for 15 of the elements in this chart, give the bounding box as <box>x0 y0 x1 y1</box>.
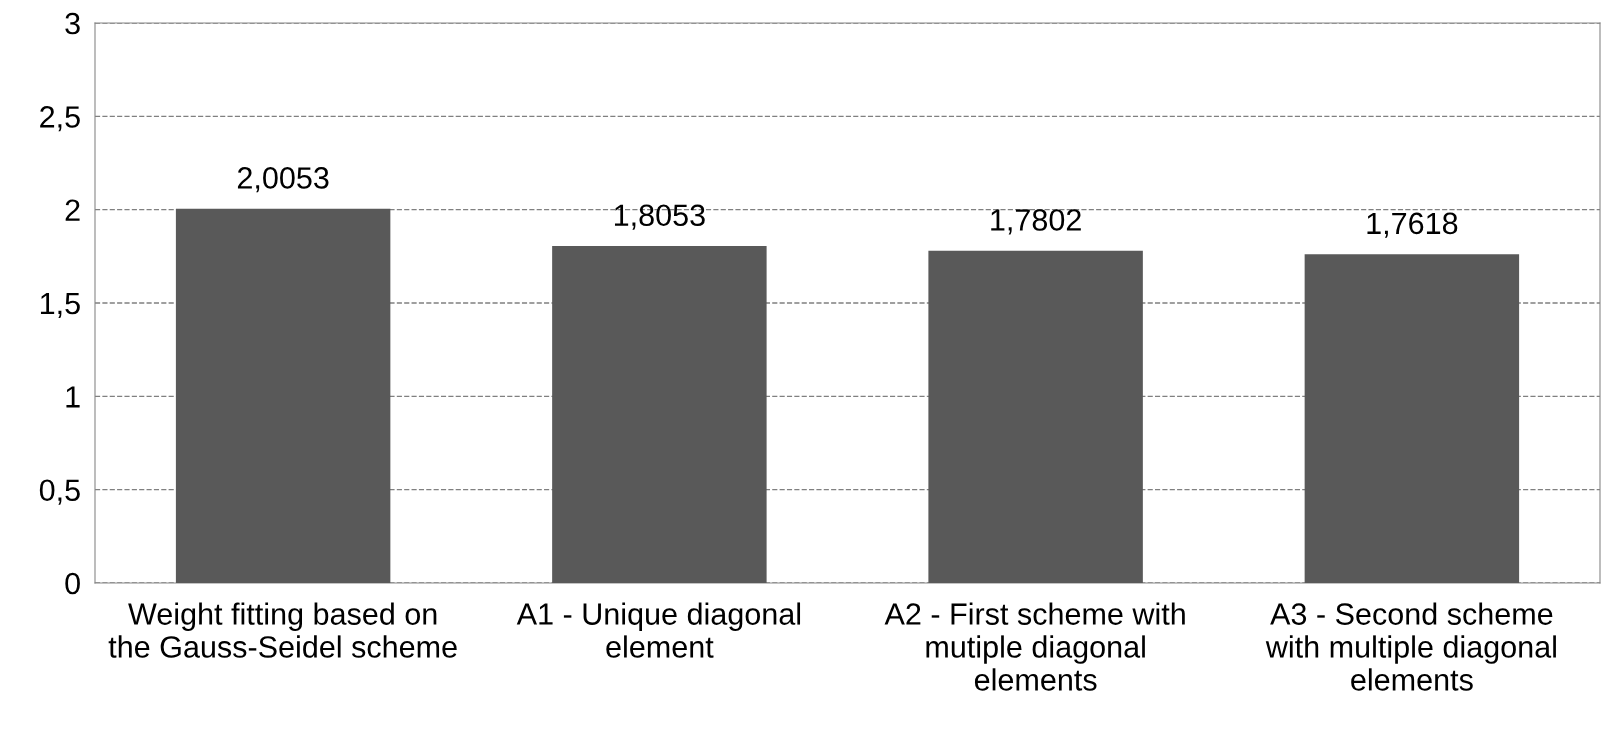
x-tick-label: Weight fitting based on the Gauss-Seidel scheme <box>108 602 457 658</box>
y-tick-label: 3 <box>65 12 80 35</box>
y-tick-label: 0 <box>65 572 80 595</box>
y-tick-label: 1,5 <box>40 293 80 318</box>
x-tick-label: A3 - Second scheme with multiple diagonal elements <box>1265 602 1556 691</box>
y-tick-label: 0,5 <box>39 479 80 505</box>
x-tick-label: A1 - Unique diagonal element <box>516 602 801 658</box>
x-tick-label: A2 - First scheme with mutiple diagonal elements <box>884 602 1185 691</box>
y-tick-label: 2 <box>65 199 80 221</box>
y-tick-label: 2,5 <box>40 106 80 132</box>
data-label: 1,8053 <box>614 204 705 230</box>
data-label: 2,0053 <box>237 167 329 193</box>
data-label: 1,7618 <box>1367 212 1458 238</box>
data-label: 1,7802 <box>991 209 1081 235</box>
y-tick-label: 1 <box>66 386 80 408</box>
